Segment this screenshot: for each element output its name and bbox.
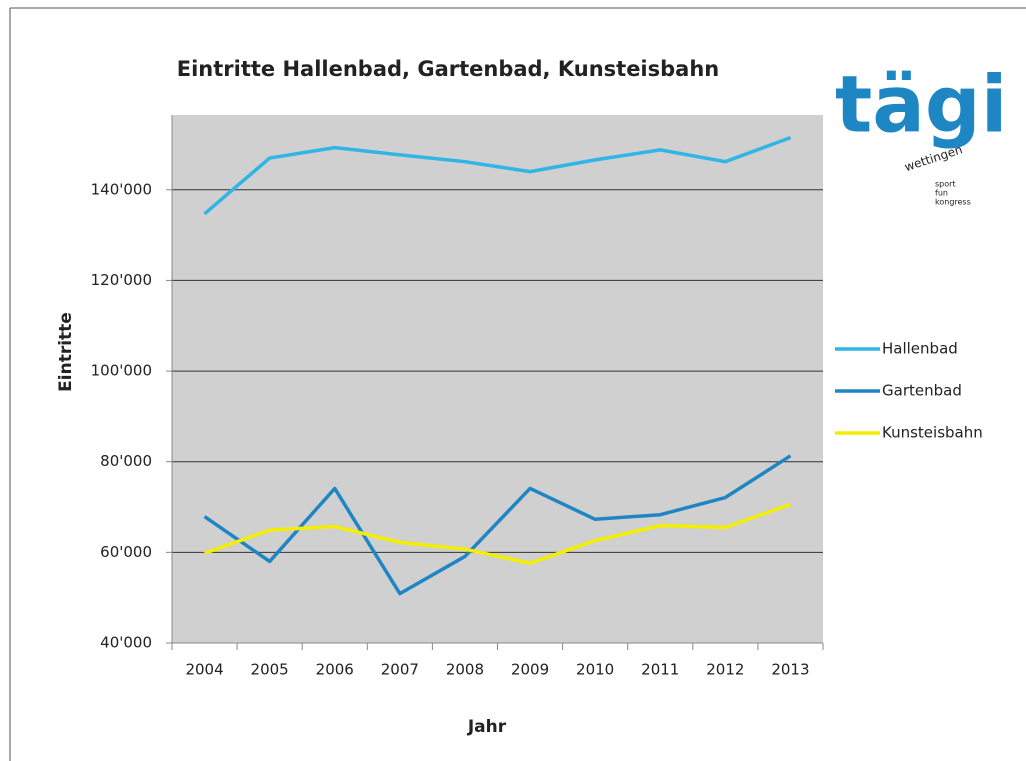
logo: tägi wettingen sport fun kongress bbox=[835, 60, 1008, 206]
plot-area bbox=[172, 115, 823, 643]
series-line bbox=[203, 454, 792, 596]
x-tick-label: 2012 bbox=[706, 661, 744, 679]
x-tick-label: 2011 bbox=[641, 661, 679, 679]
x-tick-label: 2013 bbox=[771, 661, 809, 679]
y-tick-label: 100'000 bbox=[91, 362, 152, 380]
logo-word: kongress bbox=[935, 198, 971, 207]
y-tick-label: 40'000 bbox=[100, 634, 152, 652]
y-tick-label: 120'000 bbox=[91, 271, 152, 289]
x-axis-label: Jahr bbox=[467, 717, 507, 737]
y-axis-label: Eintritte bbox=[56, 312, 76, 392]
x-tick-label: 2007 bbox=[381, 661, 419, 679]
x-tick-label: 2010 bbox=[576, 661, 614, 679]
y-tick-label: 140'000 bbox=[91, 180, 152, 198]
x-tick-label: 2009 bbox=[511, 661, 549, 679]
x-tick-label: 2005 bbox=[251, 661, 289, 679]
legend-label: Hallenbad bbox=[882, 340, 958, 358]
x-tick-label: 2004 bbox=[185, 661, 223, 679]
x-tick-label: 2008 bbox=[446, 661, 484, 679]
logo-word: fun bbox=[935, 189, 948, 198]
y-tick-label: 60'000 bbox=[100, 543, 152, 561]
legend-label: Gartenbad bbox=[882, 382, 962, 400]
chart-title: Eintritte Hallenbad, Gartenbad, Kunsteis… bbox=[177, 57, 719, 81]
logo-word: sport bbox=[935, 180, 956, 189]
y-tick-label: 80'000 bbox=[100, 452, 152, 470]
x-tick-label: 2006 bbox=[316, 661, 354, 679]
logo-name: tägi bbox=[835, 60, 1008, 150]
legend-label: Kunsteisbahn bbox=[882, 424, 983, 442]
series-line bbox=[203, 502, 792, 565]
series-line bbox=[203, 136, 792, 216]
